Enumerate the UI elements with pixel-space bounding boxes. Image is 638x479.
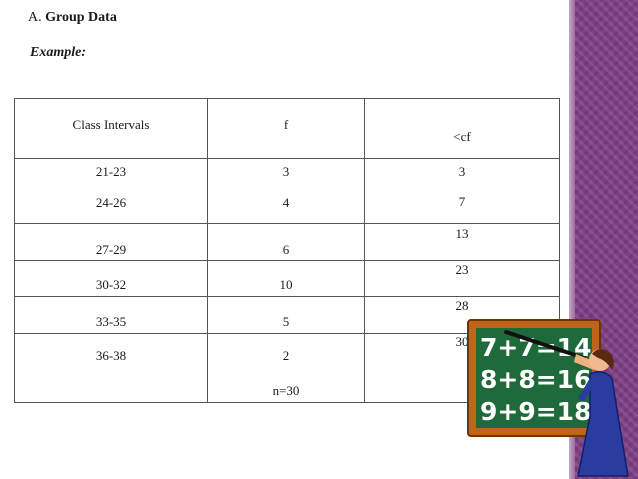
frequency-value: 5 — [282, 314, 290, 329]
frequency-value: 6 — [282, 242, 290, 257]
chalkboard-line-3: 9+9=18 — [480, 397, 591, 426]
interval-cell: 27-29 — [14, 223, 208, 261]
teacher-dress — [577, 371, 629, 477]
section-heading: A. Group Data — [28, 10, 117, 26]
header-class-intervals: Class Intervals — [72, 117, 150, 132]
cf-value: 13 — [455, 226, 469, 241]
teacher-arm — [574, 354, 596, 370]
interval-value: 21-23 — [95, 164, 127, 179]
header-f: f — [283, 117, 289, 132]
header-f-cell: f — [207, 98, 365, 159]
table-row: 30-32 10 23 — [14, 260, 560, 297]
frequency-value: 3 — [282, 164, 290, 179]
interval-value: 27-29 — [95, 242, 127, 257]
frequency-cell: 3 4 — [207, 158, 365, 224]
chalkboard-line-1: 7+7=14 — [480, 333, 591, 362]
cf-cell: 3 7 — [364, 158, 560, 224]
table-row: 36-38 2 n=30 30 — [14, 333, 560, 403]
table-header-row: Class Intervals f <cf — [14, 98, 560, 159]
cf-cell: 13 — [364, 223, 560, 261]
interval-value: 24-26 — [95, 195, 127, 210]
teacher-sleeve — [578, 378, 594, 402]
frequency-value: 2 — [282, 348, 290, 363]
header-class-intervals-cell: Class Intervals — [14, 98, 208, 159]
example-label: Example: — [30, 45, 86, 60]
teacher-hair — [592, 349, 614, 370]
header-cf: <cf — [453, 129, 471, 144]
interval-cell: 33-35 — [14, 296, 208, 334]
cf-cell: 23 — [364, 260, 560, 297]
chalkboard-surface — [476, 328, 592, 428]
section-letter: A. — [28, 10, 42, 25]
interval-value: 36-38 — [95, 348, 127, 363]
header-cf-cell: <cf — [364, 98, 560, 159]
interval-cell: 36-38 — [14, 333, 208, 403]
table-row: 21-23 24-26 3 4 3 7 — [14, 158, 560, 224]
frequency-cell: 6 — [207, 223, 365, 261]
frequency-value: 4 — [282, 195, 290, 210]
section-title: Group Data — [45, 10, 117, 25]
interval-cell: 21-23 24-26 — [14, 158, 208, 224]
cf-value: 30 — [455, 334, 469, 349]
interval-cell: 30-32 — [14, 260, 208, 297]
frequency-cell: 10 — [207, 260, 365, 297]
cf-value: 28 — [455, 298, 469, 313]
frequency-cell: 5 — [207, 296, 365, 334]
interval-value: 33-35 — [95, 314, 127, 329]
cf-value: 3 — [458, 164, 466, 179]
cf-value: 23 — [455, 262, 469, 277]
frequency-cell: 2 n=30 — [207, 333, 365, 403]
total-n: n=30 — [272, 383, 300, 398]
frequency-value: 10 — [279, 277, 293, 292]
teacher-chalkboard-clipart: 7+7=14 8+8=16 9+9=18 — [467, 319, 629, 477]
cf-value: 7 — [458, 194, 466, 209]
pointer-stick — [504, 330, 586, 360]
grouped-data-table: Class Intervals f <cf 21-23 24-26 3 4 3 … — [14, 98, 560, 403]
chalkboard-line-2: 8+8=16 — [480, 365, 591, 394]
interval-value: 30-32 — [95, 277, 127, 292]
table-row: 27-29 6 13 — [14, 223, 560, 261]
